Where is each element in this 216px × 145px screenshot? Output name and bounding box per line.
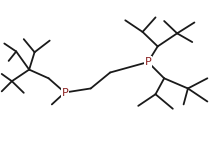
Text: P: P — [61, 88, 68, 97]
Text: P: P — [145, 57, 151, 67]
